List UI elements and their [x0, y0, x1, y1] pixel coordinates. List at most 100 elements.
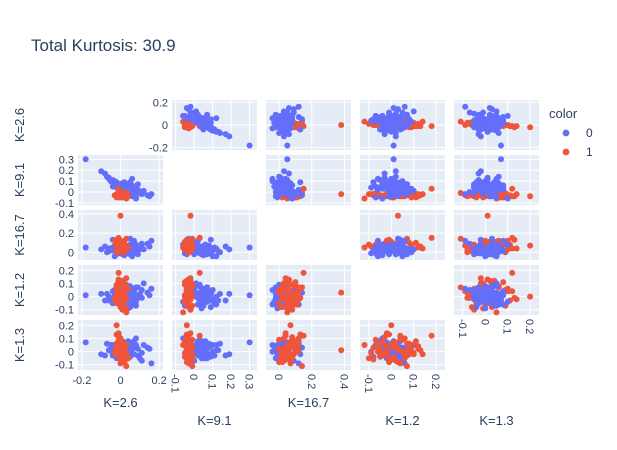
point-series-0[interactable] — [500, 288, 507, 295]
panel-r0-c4[interactable] — [454, 100, 539, 150]
point-series-0[interactable] — [202, 338, 209, 345]
point-series-0[interactable] — [133, 284, 139, 291]
point-series-1[interactable] — [509, 123, 516, 130]
point-series-0[interactable] — [207, 124, 214, 131]
point-series-0[interactable] — [284, 185, 291, 192]
point-series-0[interactable] — [82, 156, 89, 163]
point-series-0[interactable] — [410, 108, 417, 115]
point-series-0[interactable] — [113, 179, 120, 186]
point-series-1[interactable] — [457, 118, 464, 125]
point-series-0[interactable] — [140, 280, 147, 287]
point-series-0[interactable] — [480, 191, 487, 198]
point-series-1[interactable] — [395, 212, 401, 219]
point-series-0[interactable] — [471, 110, 478, 117]
point-series-1[interactable] — [115, 269, 122, 276]
point-series-0[interactable] — [269, 125, 276, 132]
point-series-0[interactable] — [213, 115, 220, 122]
point-series-1[interactable] — [513, 245, 520, 252]
point-series-0[interactable] — [381, 248, 388, 255]
point-series-0[interactable] — [475, 170, 482, 177]
point-series-0[interactable] — [272, 183, 279, 190]
point-series-1[interactable] — [404, 363, 410, 370]
point-series-0[interactable] — [134, 181, 141, 188]
point-series-0[interactable] — [392, 246, 399, 253]
point-series-1[interactable] — [117, 304, 124, 311]
point-series-1[interactable] — [457, 235, 464, 242]
point-series-0[interactable] — [82, 339, 89, 346]
point-series-0[interactable] — [480, 115, 487, 122]
point-series-0[interactable] — [200, 251, 207, 258]
point-series-1[interactable] — [464, 294, 471, 301]
point-series-1[interactable] — [408, 194, 415, 201]
point-series-0[interactable] — [486, 292, 493, 299]
point-series-1[interactable] — [509, 185, 516, 192]
point-series-0[interactable] — [295, 114, 302, 120]
point-series-1[interactable] — [287, 322, 294, 329]
point-series-1[interactable] — [338, 347, 345, 354]
point-series-0[interactable] — [200, 302, 207, 309]
panel-r2-c4[interactable] — [454, 210, 539, 260]
point-series-0[interactable] — [392, 130, 399, 136]
point-series-0[interactable] — [102, 352, 108, 359]
point-series-0[interactable] — [136, 246, 143, 253]
point-series-1[interactable] — [119, 294, 126, 301]
point-series-1[interactable] — [183, 294, 190, 301]
point-series-0[interactable] — [399, 183, 406, 190]
point-series-0[interactable] — [392, 179, 399, 186]
point-series-0[interactable] — [395, 240, 401, 247]
point-series-0[interactable] — [146, 243, 153, 250]
panel-r3-c0[interactable] — [78, 265, 163, 316]
point-series-0[interactable] — [146, 345, 153, 352]
point-series-0[interactable] — [493, 293, 500, 300]
point-series-1[interactable] — [406, 351, 413, 358]
point-series-0[interactable] — [484, 128, 491, 135]
point-series-0[interactable] — [281, 190, 287, 196]
point-series-0[interactable] — [395, 117, 401, 124]
point-series-0[interactable] — [226, 290, 233, 297]
point-series-0[interactable] — [477, 246, 484, 253]
point-series-0[interactable] — [281, 110, 287, 117]
point-series-0[interactable] — [381, 131, 388, 138]
point-series-1[interactable] — [295, 122, 302, 128]
point-series-1[interactable] — [374, 348, 381, 355]
point-series-0[interactable] — [383, 115, 390, 122]
point-series-0[interactable] — [295, 191, 302, 198]
point-series-0[interactable] — [381, 170, 388, 177]
point-series-1[interactable] — [338, 122, 345, 128]
point-series-0[interactable] — [285, 105, 292, 111]
point-series-1[interactable] — [181, 342, 188, 348]
panel-r1-c4[interactable] — [454, 155, 539, 205]
point-series-0[interactable] — [392, 110, 399, 117]
point-series-0[interactable] — [477, 236, 484, 243]
point-series-1[interactable] — [361, 195, 368, 202]
point-series-1[interactable] — [295, 284, 302, 291]
point-series-0[interactable] — [504, 112, 511, 119]
point-series-0[interactable] — [480, 296, 487, 303]
point-series-0[interactable] — [204, 355, 211, 362]
point-series-1[interactable] — [527, 124, 534, 131]
point-series-1[interactable] — [361, 342, 368, 348]
point-series-0[interactable] — [98, 290, 105, 297]
legend-label-0[interactable]: 0 — [586, 126, 593, 140]
point-series-0[interactable] — [388, 128, 395, 135]
point-series-0[interactable] — [462, 191, 469, 198]
point-series-0[interactable] — [462, 237, 469, 244]
point-series-1[interactable] — [285, 276, 292, 283]
point-series-0[interactable] — [500, 301, 507, 308]
point-series-1[interactable] — [115, 276, 122, 283]
point-series-0[interactable] — [491, 302, 498, 309]
point-series-0[interactable] — [281, 133, 287, 140]
point-series-0[interactable] — [207, 290, 214, 297]
point-series-1[interactable] — [123, 275, 130, 282]
point-series-0[interactable] — [295, 103, 302, 110]
point-series-0[interactable] — [477, 290, 484, 297]
point-series-0[interactable] — [222, 352, 229, 359]
point-series-1[interactable] — [294, 289, 301, 296]
point-series-0[interactable] — [484, 175, 491, 182]
point-series-0[interactable] — [131, 250, 137, 257]
point-series-1[interactable] — [381, 351, 388, 358]
point-series-1[interactable] — [119, 359, 126, 366]
point-series-1[interactable] — [185, 276, 192, 283]
point-series-1[interactable] — [462, 242, 469, 249]
point-series-1[interactable] — [282, 288, 289, 295]
